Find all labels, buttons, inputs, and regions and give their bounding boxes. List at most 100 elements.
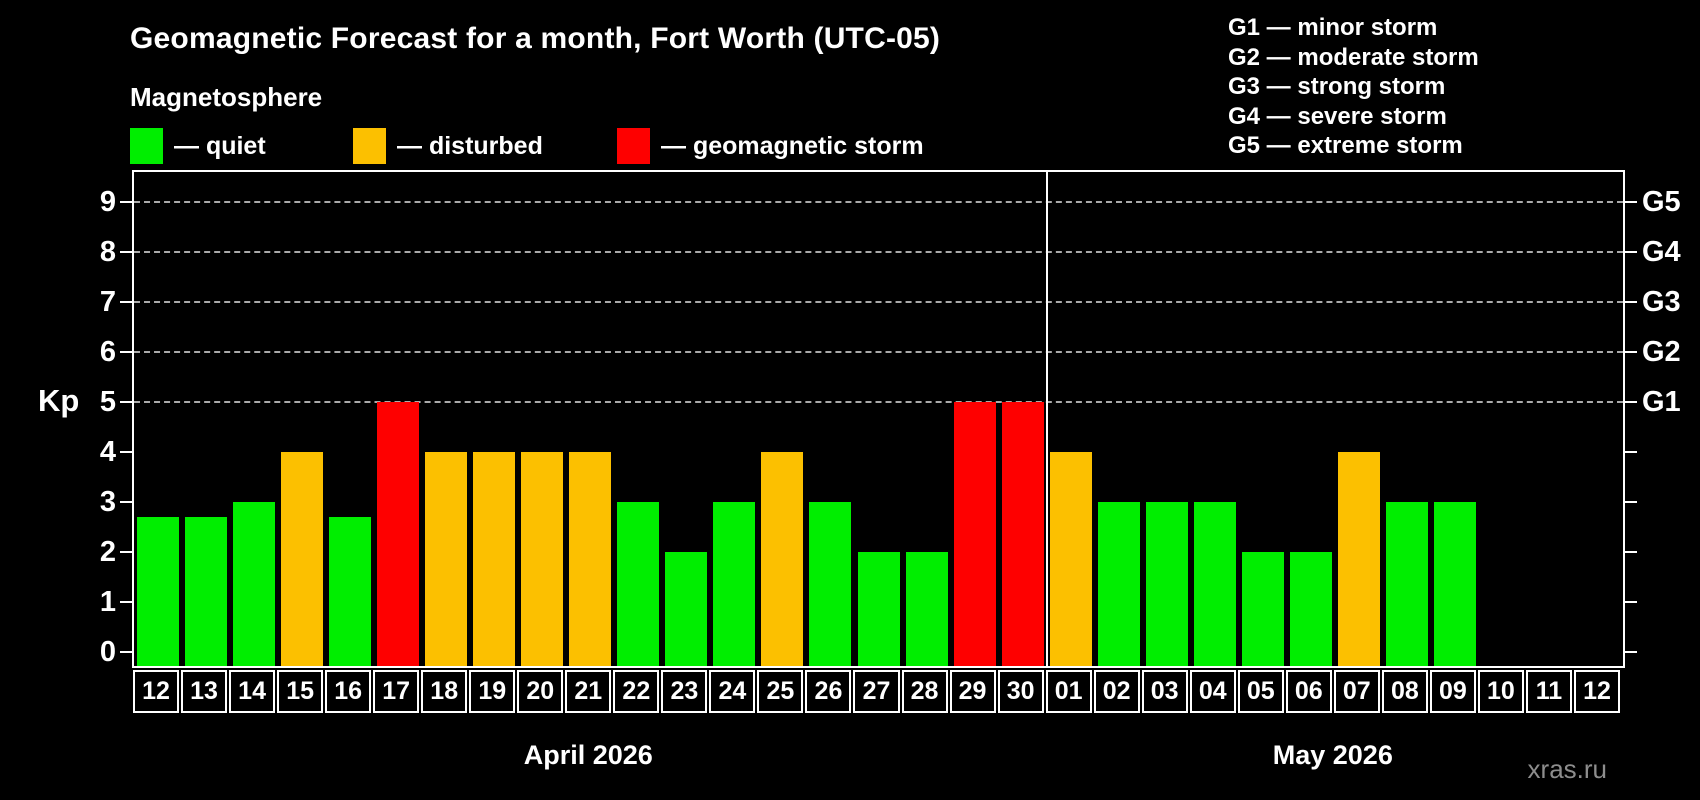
y-tick-right-3: [1625, 501, 1637, 503]
y-tick-label-9: 9: [99, 186, 116, 218]
y-tick-left-1: [120, 601, 132, 603]
legend-label-storm: — geomagnetic storm: [661, 132, 924, 160]
y-tick-left-4: [120, 451, 132, 453]
kp-bar-day-26: [809, 502, 852, 666]
date-cell-13: 13: [181, 670, 228, 713]
kp-bar-day-13: [185, 517, 228, 666]
legend-swatch-storm: [617, 128, 650, 164]
date-cell-17: 17: [373, 670, 420, 713]
kp-bar-day-30: [1001, 402, 1044, 666]
legend-swatch-disturbed: [353, 128, 386, 164]
y-tick-left-5: [120, 401, 132, 403]
month-label-may: May 2026: [1272, 740, 1393, 770]
kp-bar-day-18: [425, 452, 468, 666]
date-cell-25: 25: [757, 670, 804, 713]
legend-label-quiet: — quiet: [174, 132, 266, 160]
plot-area: [132, 170, 1625, 668]
y-tick-label-0: 0: [99, 636, 116, 668]
kp-bar-day-05: [1241, 552, 1284, 666]
y-tick-right-2: [1625, 551, 1637, 553]
y-tick-label-3: 3: [99, 486, 116, 518]
gridline-kp8: [134, 251, 1623, 253]
y-tick-right-6: [1625, 351, 1637, 353]
kp-bar-day-04: [1193, 502, 1236, 666]
kp-bar-day-08: [1385, 502, 1428, 666]
date-cell-29: 29: [949, 670, 996, 713]
y-tick-left-8: [120, 251, 132, 253]
kp-bar-day-22: [617, 502, 660, 666]
y-tick-right-7: [1625, 301, 1637, 303]
y-tick-right-8: [1625, 251, 1637, 253]
kp-bar-day-21: [569, 452, 612, 666]
g-axis-label-G4: G4: [1642, 236, 1681, 268]
date-cell-11: 11: [1525, 670, 1572, 713]
y-tick-label-7: 7: [99, 286, 116, 318]
date-cell-05: 05: [1237, 670, 1284, 713]
month-label-april: April 2026: [523, 740, 653, 770]
y-tick-label-4: 4: [99, 436, 116, 468]
kp-bar-day-07: [1337, 452, 1380, 666]
gridline-kp9: [134, 201, 1623, 203]
date-cell-06: 06: [1285, 670, 1332, 713]
date-cell-03: 03: [1141, 670, 1188, 713]
y-tick-right-0: [1625, 651, 1637, 653]
y-tick-right-4: [1625, 451, 1637, 453]
y-tick-right-1: [1625, 601, 1637, 603]
date-cell-20: 20: [517, 670, 564, 713]
date-cell-18: 18: [421, 670, 468, 713]
kp-bar-day-03: [1145, 502, 1188, 666]
kp-bar-day-01: [1049, 452, 1092, 666]
month-separator: [1045, 172, 1048, 666]
g-axis-label-G5: G5: [1642, 186, 1681, 218]
g-scale-legend: G1 — minor storm G2 — moderate storm G3 — …: [1228, 13, 1479, 161]
kp-bar-day-25: [761, 452, 804, 666]
kp-bar-day-16: [329, 517, 372, 666]
y-tick-right-5: [1625, 401, 1637, 403]
date-cell-24: 24: [709, 670, 756, 713]
magnetosphere-label: Magnetosphere: [130, 82, 323, 112]
y-tick-label-8: 8: [99, 236, 116, 268]
watermark: xras.ru: [1527, 754, 1607, 784]
kp-bar-day-12: [137, 517, 180, 666]
gridline-kp7: [134, 301, 1623, 303]
date-cell-10: 10: [1477, 670, 1524, 713]
date-cell-12: 12: [1573, 670, 1620, 713]
date-cell-09: 09: [1429, 670, 1476, 713]
g-axis-label-G1: G1: [1642, 386, 1681, 418]
date-cell-19: 19: [469, 670, 516, 713]
date-cell-14: 14: [229, 670, 276, 713]
g-legend-line-4: G4 — severe storm: [1228, 102, 1447, 130]
kp-bar-day-19: [473, 452, 516, 666]
gridline-kp5: [134, 401, 1623, 403]
date-cell-21: 21: [565, 670, 612, 713]
kp-bar-day-23: [665, 552, 708, 666]
legend-label-disturbed: — disturbed: [397, 132, 543, 160]
kp-bar-day-20: [521, 452, 564, 666]
y-tick-label-6: 6: [99, 336, 116, 368]
date-cell-27: 27: [853, 670, 900, 713]
g-axis-label-G2: G2: [1642, 336, 1681, 368]
kp-bar-day-02: [1097, 502, 1140, 666]
y-tick-left-3: [120, 501, 132, 503]
date-cell-07: 07: [1333, 670, 1380, 713]
kp-bar-day-15: [281, 452, 324, 666]
y-tick-label-1: 1: [99, 586, 116, 618]
chart-title: Geomagnetic Forecast for a month, Fort W…: [130, 22, 941, 55]
y-axis-title: Kp: [38, 383, 80, 418]
kp-bar-day-06: [1289, 552, 1332, 666]
date-cell-01: 01: [1045, 670, 1092, 713]
kp-bar-day-17: [377, 402, 420, 666]
y-tick-left-7: [120, 301, 132, 303]
y-tick-left-2: [120, 551, 132, 553]
y-tick-left-0: [120, 651, 132, 653]
date-cell-15: 15: [277, 670, 324, 713]
kp-bar-day-09: [1433, 502, 1476, 666]
gridline-kp6: [134, 351, 1623, 353]
date-cell-08: 08: [1381, 670, 1428, 713]
date-cell-26: 26: [805, 670, 852, 713]
kp-bar-day-29: [953, 402, 996, 666]
y-tick-left-6: [120, 351, 132, 353]
y-tick-label-2: 2: [99, 536, 116, 568]
date-cell-16: 16: [325, 670, 372, 713]
